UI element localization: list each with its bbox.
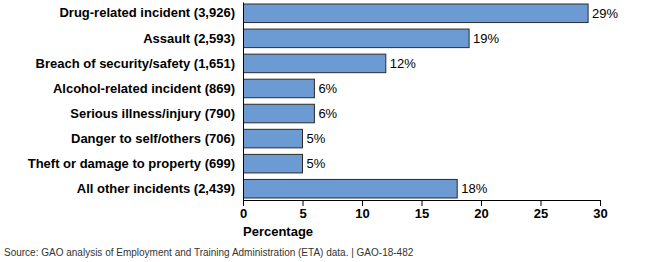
x-tick: 5 bbox=[299, 200, 306, 221]
data-label: 19% bbox=[473, 31, 499, 46]
y-tick-label: Alcohol-related incident (869) bbox=[53, 81, 235, 96]
data-label: 12% bbox=[390, 56, 416, 71]
x-tick: 25 bbox=[534, 200, 548, 221]
x-axis: 0 5 10 15 20 25 30 bbox=[240, 200, 608, 221]
y-tick: Drug-related incident (3,926) bbox=[59, 5, 235, 20]
bar bbox=[243, 54, 386, 73]
x-tick: 20 bbox=[474, 200, 488, 221]
x-tick: 0 bbox=[240, 200, 247, 221]
y-tick-label: Assault (2,593) bbox=[143, 31, 235, 46]
source: Source: GAO analysis of Employment and T… bbox=[4, 247, 414, 258]
y-tick-label: Serious illness/injury (790) bbox=[70, 106, 235, 121]
x-tick-mark bbox=[481, 200, 482, 206]
y-axis: Drug-related incident (3,926) Assault (2,… bbox=[28, 3, 244, 201]
data-labels: 29% 19% 12% 6% 6% 5% 5% 18% bbox=[307, 6, 619, 196]
y-tick: Breach of security/safety (1,651) bbox=[36, 56, 235, 71]
y-tick: All other incidents (2,439) bbox=[77, 181, 235, 196]
y-tick: Theft or damage to property (699) bbox=[28, 156, 235, 171]
y-axis-line bbox=[243, 3, 244, 201]
y-tick: Serious illness/injury (790) bbox=[70, 106, 235, 121]
y-tick: Danger to self/others (706) bbox=[71, 131, 235, 146]
chart: 29% 19% 12% 6% 6% 5% 5% 18% Drug-related inciden… bbox=[0, 0, 650, 262]
data-label: 29% bbox=[592, 6, 618, 21]
y-tick-label: All other incidents (2,439) bbox=[77, 181, 235, 196]
x-axis-title: Percentage bbox=[243, 224, 313, 239]
bar bbox=[243, 104, 314, 123]
x-tick: 15 bbox=[415, 200, 429, 221]
data-label: 6% bbox=[318, 81, 337, 96]
x-tick-mark bbox=[600, 200, 601, 206]
x-tick-label: 5 bbox=[299, 206, 306, 221]
bars bbox=[243, 4, 588, 198]
y-tick: Assault (2,593) bbox=[143, 31, 235, 46]
y-tick-label: Theft or damage to property (699) bbox=[28, 156, 235, 171]
x-tick-label: 20 bbox=[474, 206, 488, 221]
y-tick-label: Danger to self/others (706) bbox=[71, 131, 235, 146]
bar bbox=[243, 154, 303, 173]
bar bbox=[243, 129, 303, 148]
data-label: 5% bbox=[307, 156, 326, 171]
bar bbox=[243, 79, 314, 98]
bar bbox=[243, 29, 469, 48]
x-tick-mark bbox=[362, 200, 363, 206]
x-tick: 30 bbox=[593, 200, 607, 221]
data-label: 6% bbox=[318, 106, 337, 121]
x-tick-mark bbox=[541, 200, 542, 206]
data-label: 18% bbox=[461, 181, 487, 196]
x-tick-label: 0 bbox=[240, 206, 247, 221]
x-tick: 10 bbox=[355, 200, 369, 221]
plot: 29% 19% 12% 6% 6% 5% 5% 18% Drug-related inciden… bbox=[28, 3, 619, 222]
bar bbox=[243, 179, 457, 198]
bar bbox=[243, 4, 588, 23]
x-tick-label: 15 bbox=[415, 206, 429, 221]
x-tick-mark bbox=[243, 200, 244, 206]
x-tick-label: 25 bbox=[534, 206, 548, 221]
data-label: 5% bbox=[307, 131, 326, 146]
x-tick-mark bbox=[303, 200, 304, 206]
x-tick-label: 30 bbox=[593, 206, 607, 221]
y-tick: Alcohol-related incident (869) bbox=[53, 81, 235, 96]
y-tick-label: Drug-related incident (3,926) bbox=[59, 5, 235, 20]
x-tick-mark bbox=[422, 200, 423, 206]
y-tick-label: Breach of security/safety (1,651) bbox=[36, 56, 235, 71]
x-tick-label: 10 bbox=[355, 206, 369, 221]
